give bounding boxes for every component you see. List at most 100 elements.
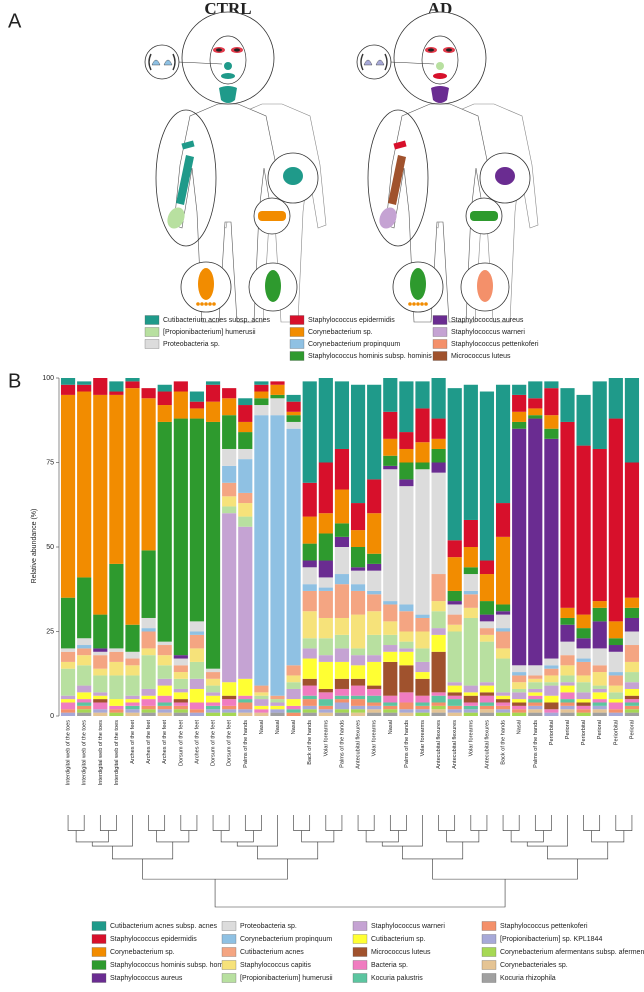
bar-segment [463,574,478,591]
bar-segment [367,702,382,706]
bar-segment [350,590,366,615]
bar-segment [528,705,543,710]
bar-segment [431,651,446,693]
bar-segment [431,702,446,706]
bar-segment [205,702,221,706]
bar-segment [254,685,269,693]
bar-segment [109,381,124,392]
toe [200,302,204,306]
bar-segment [528,688,543,693]
bar-segment [367,685,382,689]
bar-segment [495,614,511,629]
bar-segment [60,712,76,716]
bar-segment [367,611,382,635]
bar-segment [576,628,591,639]
bar-segment [463,590,478,595]
bar-segment [431,462,446,473]
bar-segment [383,378,398,412]
bar-segment [286,699,301,706]
bar-segment [367,513,382,554]
legend-swatch [352,973,368,983]
bar-segment [238,695,253,700]
bar-segment [495,705,511,710]
bar-segment [286,675,301,683]
bar-segment [431,705,446,710]
bar-segment [125,381,140,389]
bar-segment [528,665,543,676]
bar-segment [528,381,543,399]
x-tick-label: Periorbital [581,720,587,745]
bar-segment [350,699,366,706]
bar-segment [544,702,559,710]
bar-segment [157,705,172,710]
bar-segment [205,668,221,673]
bar-segment [141,648,156,656]
bar-segment [608,712,623,716]
bar-segment [463,709,478,713]
bar-segment [334,617,350,635]
palm [283,167,303,185]
bar-segment [60,378,76,385]
bar-segment [286,665,301,676]
bar-segment [544,695,559,703]
bar-segment [302,543,317,561]
bar-segment [350,570,366,585]
bar-segment [125,705,140,710]
x-tick-label: Dorsum of the feet [227,720,233,766]
x-tick-label: Back of the hands [307,720,313,765]
bar-segment [350,712,366,716]
bar-segment [608,699,623,703]
bar-segment [334,712,350,716]
x-tick-label: Arches of the feet [194,720,200,764]
bar-segment [560,692,575,700]
bar-segment [528,695,543,700]
bar-segment [350,695,366,700]
bar-segment [205,381,221,385]
bar-segment [479,641,495,683]
dendrogram-branch [220,830,254,843]
x-tick-label: Dorsum of the feet [211,720,217,766]
connector [177,61,223,65]
bar-segment [60,699,76,703]
bar-segment [270,705,285,710]
bar-segment [576,675,591,683]
bar-segment [399,665,414,693]
bar-segment [544,712,559,716]
x-tick-label: Arches of the feet [146,720,152,764]
bar-segment [544,675,559,683]
bar-segment [350,685,366,696]
y-tick-label: 75 [46,459,54,466]
bar-segment [495,604,511,612]
bar-segment [254,705,269,710]
toe [416,302,420,306]
bar-segment [447,601,462,605]
legend-swatch [221,960,237,970]
bar-segment [512,428,527,666]
bar-segment [592,699,607,703]
bar-segment [447,699,462,706]
x-tick-label: Volar forearms [420,720,426,757]
bar-segment [173,705,188,710]
bar-segment [270,394,285,399]
bar-segment [125,712,140,716]
bar-segment [125,709,140,713]
bar-segment [238,405,253,422]
bar-segment [302,678,317,686]
bar-segment [302,381,317,483]
bar-segment [125,695,140,700]
bar-segment [479,685,495,693]
x-tick-label: Dorsum of the feet [178,720,184,766]
bar-segment [447,631,462,683]
bar-segment [157,641,172,646]
bar-segment [60,668,76,696]
bar-segment [447,695,462,700]
bar-segment [592,607,607,622]
connector [389,61,435,65]
bar-segment [415,709,430,713]
bar-segment [544,415,559,429]
toe [196,302,200,306]
bar-segment [318,513,333,534]
bar-segment [334,634,350,649]
bar-segment [431,709,446,713]
x-tick-label: Periorbital [549,720,555,745]
